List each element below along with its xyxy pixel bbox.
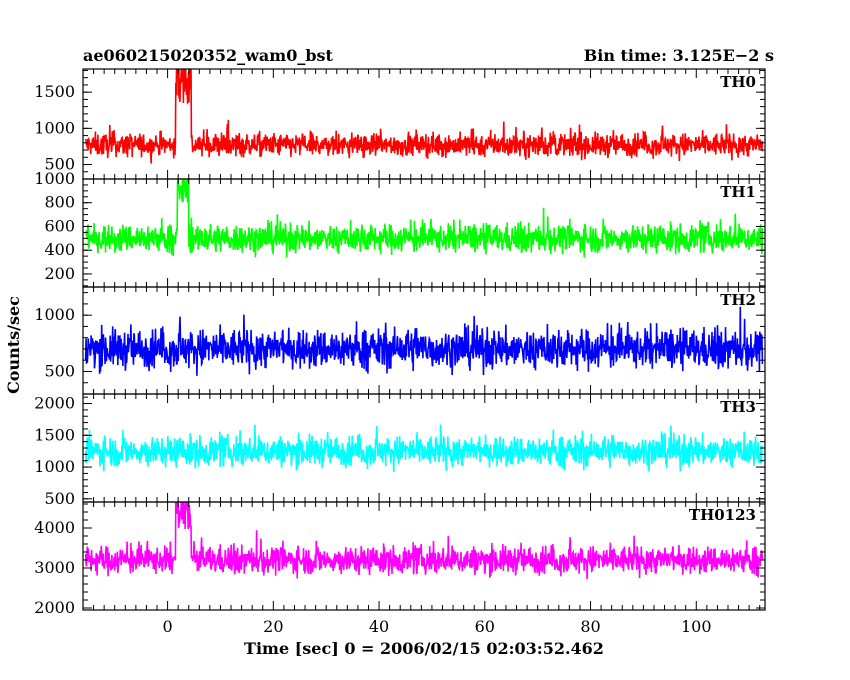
y-tick-label: 1000 [34,169,75,188]
y-tick-label: 500 [44,489,75,508]
x-tick-label: 80 [580,617,600,636]
y-tick-label: 200 [44,264,75,283]
y-axis-title: Counts/sec [4,296,23,394]
y-tick-label: 4000 [34,518,75,537]
x-tick-label: 0 [162,617,172,636]
x-tick-label: 60 [475,617,495,636]
x-tick-label: 40 [369,617,389,636]
y-tick-label: 1500 [34,425,75,444]
signal-th0123 [84,502,764,580]
panel-th3: 500 1000 1500 2000 TH3 [34,393,766,508]
y-tick-label: 1000 [34,457,75,476]
signal-th3 [84,424,764,473]
x-tick-label: 20 [263,617,283,636]
panel-label: TH3 [720,398,756,416]
x-axis: 0 20 40 60 80 100 [162,617,711,636]
y-tick-label: 3000 [34,558,75,577]
y-tick-label: 500 [44,155,75,174]
chart-title-left: ae060215020352_wam0_bst [83,46,334,65]
panel-label: TH0 [720,73,756,91]
signal-th1 [85,179,764,258]
signal-th2 [84,306,764,376]
y-tick-label: 800 [44,193,75,212]
chart-title-right: Bin time: 3.125E−2 s [584,46,774,65]
panels-group: 50010001500TH02004006008001000TH15001000… [34,68,766,617]
y-tick-label: 1500 [34,82,75,101]
panel-label: TH2 [720,291,756,309]
panel-th0123: 2000 3000 4000 TH0123 [34,501,766,617]
y-tick-label: 500 [44,361,75,380]
panel-th2: 500 1000 TH2 [34,286,766,395]
x-tick-label: 100 [681,617,712,636]
y-tick-label: 1000 [34,305,75,324]
panel-frame [82,501,766,611]
y-tick-label: 1000 [34,118,75,137]
y-tick-label: 2000 [34,394,75,413]
panel-th0: 500 1000 1500 TH0 [34,68,766,180]
x-axis-title: Time [sec] 0 = 2006/02/15 02:03:52.462 [244,639,604,658]
y-tick-label: 400 [44,240,75,259]
y-tick-label: 2000 [34,598,75,617]
y-tick-label: 600 [44,216,75,235]
signal-th0 [84,69,764,164]
panel-th1: 200 400 600 800 1000 TH1 [34,169,766,288]
panel-label: TH0123 [689,506,756,524]
panel-label: TH1 [720,183,756,201]
